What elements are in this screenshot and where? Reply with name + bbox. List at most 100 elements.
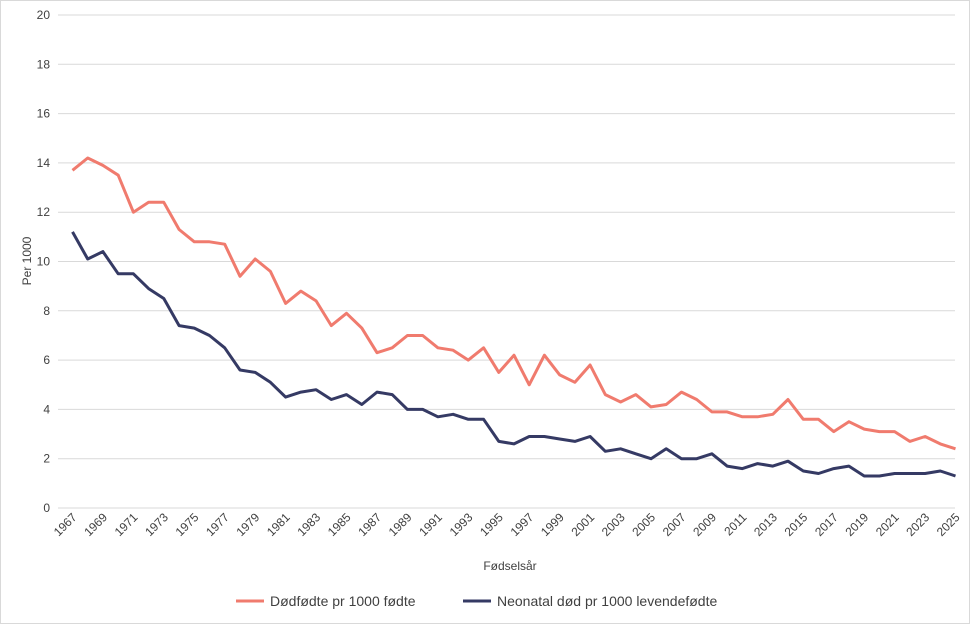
data-point xyxy=(513,442,516,445)
data-point xyxy=(375,351,378,354)
data-point xyxy=(284,396,287,399)
data-point xyxy=(695,457,698,460)
data-point xyxy=(726,410,729,413)
data-point xyxy=(315,299,318,302)
data-point xyxy=(924,435,927,438)
x-tick-labels: 1967 1969 1971 1973 1975 1977 1979 1981 1983 1985… xyxy=(51,510,963,539)
y-tick-label: 14 xyxy=(37,156,51,170)
data-point xyxy=(543,435,546,438)
data-point xyxy=(680,391,683,394)
data-point xyxy=(101,164,104,167)
data-point xyxy=(589,364,592,367)
data-point xyxy=(893,472,896,475)
data-point xyxy=(178,228,181,231)
x-axis-title: Fødselsår xyxy=(483,559,536,573)
data-point xyxy=(863,428,866,431)
data-point xyxy=(726,465,729,468)
data-point xyxy=(269,270,272,273)
data-point xyxy=(878,474,881,477)
data-point xyxy=(208,240,211,243)
series-line-2 xyxy=(71,231,956,478)
data-point xyxy=(878,430,881,433)
data-point xyxy=(254,371,257,374)
data-point xyxy=(741,415,744,418)
series-lines xyxy=(71,156,957,478)
y-tick-label: 0 xyxy=(43,501,50,515)
data-point xyxy=(208,334,211,337)
data-point xyxy=(680,457,683,460)
data-point xyxy=(665,447,668,450)
data-point xyxy=(497,371,500,374)
data-point xyxy=(619,447,622,450)
x-tick-label: 2003 xyxy=(599,510,628,539)
data-point xyxy=(391,346,394,349)
data-point xyxy=(908,440,911,443)
data-point xyxy=(360,327,363,330)
series-line-1 xyxy=(71,156,956,451)
data-point xyxy=(299,290,302,293)
x-tick-label: 2011 xyxy=(721,510,749,538)
data-point xyxy=(132,272,135,275)
y-tick-label: 6 xyxy=(43,353,50,367)
data-point xyxy=(771,413,774,416)
x-tick-label: 1985 xyxy=(325,510,354,539)
data-point xyxy=(817,472,820,475)
data-point xyxy=(558,437,561,440)
data-point xyxy=(528,383,531,386)
data-point xyxy=(650,405,653,408)
y-tick-label: 18 xyxy=(37,57,51,71)
data-point xyxy=(86,258,89,261)
data-point xyxy=(193,327,196,330)
data-point xyxy=(162,297,165,300)
data-point xyxy=(787,398,790,401)
data-point xyxy=(132,211,135,214)
data-point xyxy=(573,440,576,443)
data-point xyxy=(86,156,89,159)
x-tick-label: 2013 xyxy=(751,510,780,539)
data-point xyxy=(771,465,774,468)
legend-label: Dødfødte pr 1000 fødte xyxy=(270,593,416,609)
y-tick-label: 12 xyxy=(37,205,51,219)
x-tick-label: 2005 xyxy=(629,510,658,539)
data-point xyxy=(954,474,957,477)
legend-label: Neonatal død pr 1000 levendefødte xyxy=(497,593,717,609)
data-point xyxy=(330,324,333,327)
data-point xyxy=(604,450,607,453)
data-point xyxy=(863,474,866,477)
data-point xyxy=(421,334,424,337)
data-point xyxy=(558,373,561,376)
data-point xyxy=(847,465,850,468)
legend: Dødfødte pr 1000 fødte Neonatal død pr 10… xyxy=(236,593,717,609)
data-point xyxy=(756,415,759,418)
data-point xyxy=(162,201,165,204)
data-point xyxy=(634,452,637,455)
data-point xyxy=(315,388,318,391)
x-tick-label: 2023 xyxy=(903,510,932,539)
data-point xyxy=(452,413,455,416)
x-tick-label: 1995 xyxy=(477,510,506,539)
y-tick-label: 2 xyxy=(43,452,50,466)
data-point xyxy=(802,470,805,473)
x-tick-label: 2007 xyxy=(660,510,689,539)
x-tick-label: 1979 xyxy=(234,510,263,539)
x-tick-label: 1969 xyxy=(81,510,110,539)
x-tick-label: 2019 xyxy=(842,510,871,539)
x-tick-label: 2009 xyxy=(690,510,719,539)
data-point xyxy=(284,302,287,305)
data-point xyxy=(954,447,957,450)
data-point xyxy=(939,470,942,473)
data-point xyxy=(71,230,74,233)
y-axis-title: Per 1000 xyxy=(20,236,34,285)
data-point xyxy=(619,401,622,404)
data-point xyxy=(604,393,607,396)
data-point xyxy=(741,467,744,470)
data-point xyxy=(71,169,74,172)
data-point xyxy=(436,415,439,418)
x-tick-label: 1997 xyxy=(508,510,537,539)
x-tick-label: 1983 xyxy=(294,510,323,539)
x-tick-label: 2017 xyxy=(812,510,841,539)
y-tick-label: 8 xyxy=(43,304,50,318)
data-point xyxy=(391,393,394,396)
data-point xyxy=(406,408,409,411)
x-tick-label: 1977 xyxy=(203,510,232,539)
